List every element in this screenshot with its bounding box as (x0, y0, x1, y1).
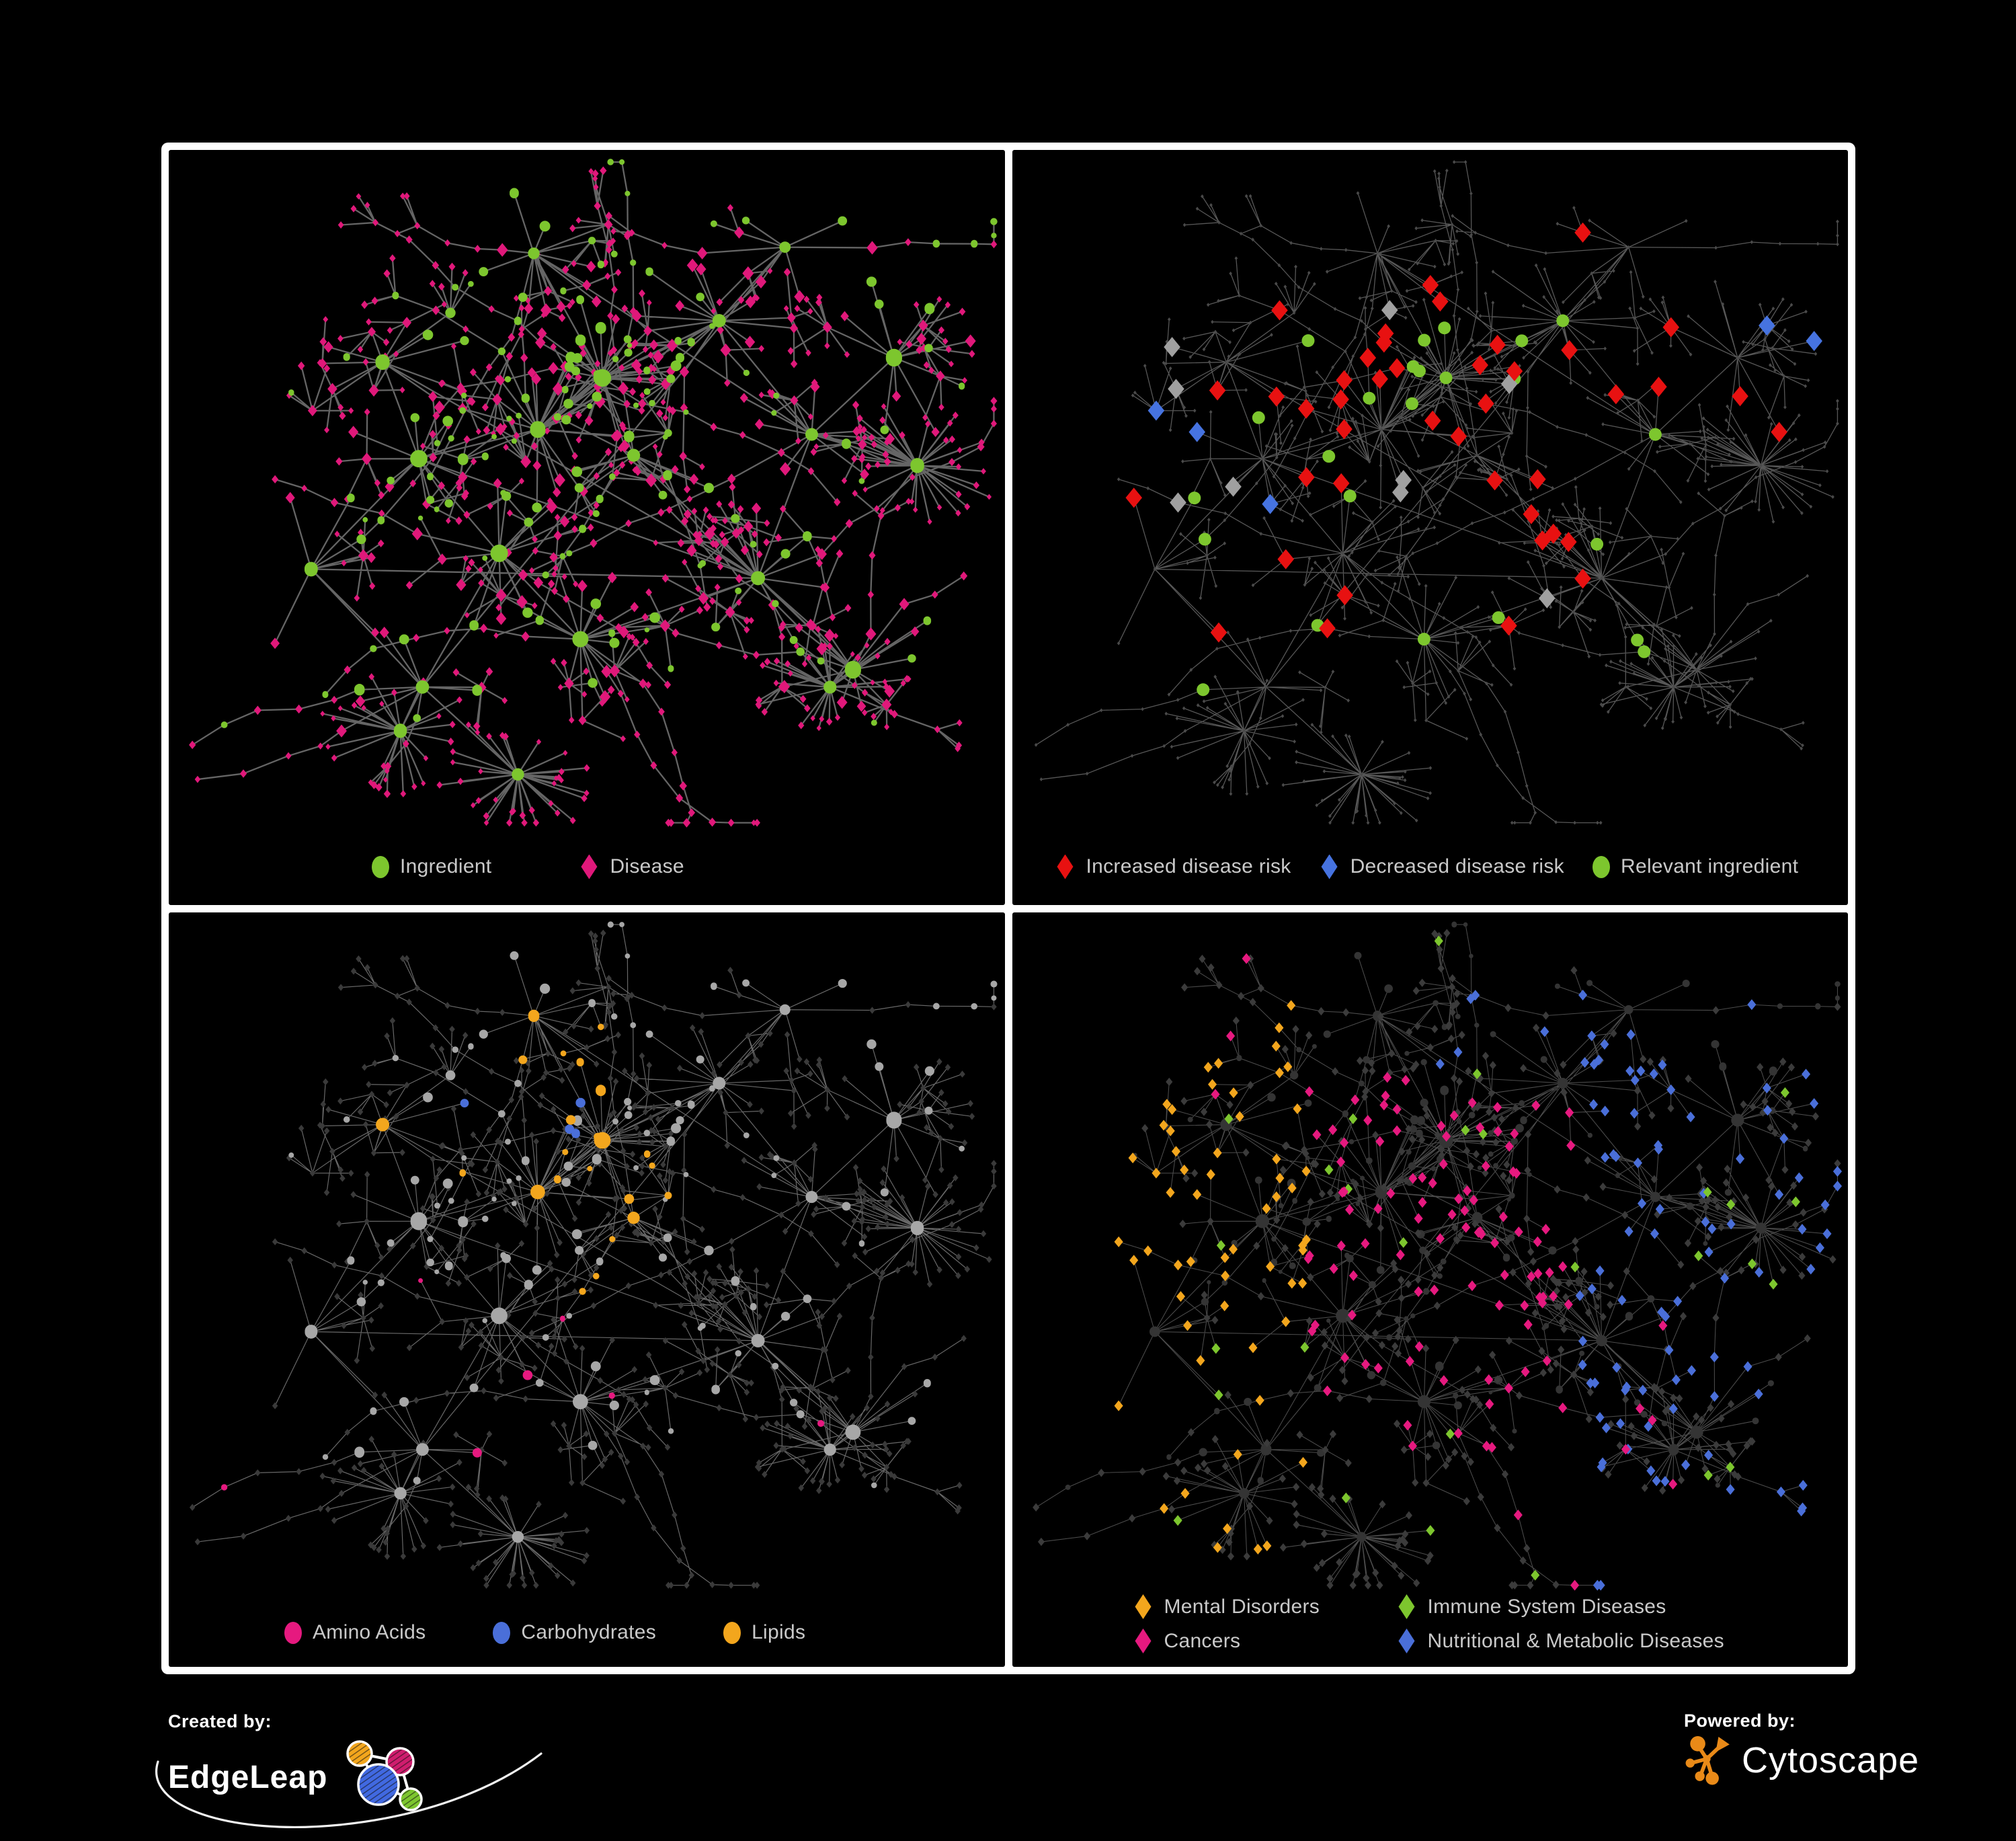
increased-risk-diamond-icon (1057, 854, 1074, 879)
legend-label: Relevant ingredient (1621, 855, 1799, 877)
legend-label: Increased disease risk (1086, 855, 1291, 877)
mental-disorders-diamond-icon (1135, 1594, 1152, 1619)
legend-label: Ingredient (400, 855, 492, 877)
edgeleap-brand-row: EdgeLeap (155, 1735, 542, 1828)
legend-item: Disease (579, 854, 684, 879)
legend-label: Disease (610, 855, 684, 877)
legend-label: Cancers (1164, 1629, 1241, 1652)
legend-item: Lipids (723, 1621, 805, 1644)
powered-by-label: Powered by: (1684, 1711, 1796, 1731)
created-by-label: Created by: (168, 1711, 272, 1731)
disease-diamond-icon (581, 854, 598, 879)
legend-label: Decreased disease risk (1350, 855, 1564, 877)
legend-item: Cancers (1133, 1629, 1397, 1653)
network-disease-risk (1034, 160, 1839, 825)
legend-disease-risk: Increased disease risk Decreased disease… (1055, 854, 1799, 879)
powered-by-block: Powered by: Cytoscape (1684, 1711, 1919, 1785)
edgeleap-swoosh (155, 1752, 542, 1828)
panel-ingredient-disease: Ingredient Disease (169, 150, 1005, 905)
cytoscape-wordmark: Cytoscape (1742, 1740, 1920, 1780)
legend-item: Relevant ingredient (1592, 855, 1798, 878)
legend-item: Nutritional & Metabolic Diseases (1397, 1629, 1724, 1653)
cancers-diamond-icon (1135, 1629, 1152, 1653)
legend-label: Lipids (752, 1621, 806, 1643)
network-disease-classes (1032, 920, 1842, 1591)
legend-label: Amino Acids (313, 1621, 426, 1643)
legend-item: Amino Acids (284, 1621, 426, 1644)
immune-diseases-diamond-icon (1398, 1594, 1415, 1619)
amino-acids-circle-icon (284, 1621, 302, 1644)
legend-item: Carbohydrates (493, 1621, 656, 1644)
legend-item: Immune System Diseases (1397, 1594, 1724, 1619)
network-nutrient-classes (189, 920, 998, 1589)
legend-item: Mental Disorders (1133, 1594, 1397, 1619)
edgeleap-wordmark: EdgeLeap (168, 1759, 328, 1795)
decreased-risk-diamond-icon (1321, 854, 1338, 879)
legend-nutrient-classes: Amino Acids Carbohydrates Lipids (284, 1621, 805, 1644)
legend-disease-classes: Mental Disorders Immune System Diseases … (1133, 1594, 1724, 1653)
cytoscape-brand-row: Cytoscape (1684, 1735, 1919, 1785)
edgeleap-node-orange (346, 1740, 374, 1767)
network-ingredient-disease (189, 159, 998, 828)
legend-label: Immune System Diseases (1427, 1595, 1666, 1618)
lipids-circle-icon (723, 1621, 741, 1644)
ingredient-circle-icon (372, 855, 389, 878)
legend-label: Mental Disorders (1164, 1595, 1320, 1618)
legend-ingredient-disease: Ingredient Disease (372, 854, 684, 879)
panel-nutrient-classes: Amino Acids Carbohydrates Lipids (169, 912, 1005, 1667)
edgeleap-node-blue (357, 1763, 401, 1806)
relevant-ingredient-circle-icon (1592, 855, 1610, 878)
panel-grid: Ingredient Disease Increased disease ris… (161, 143, 1855, 1674)
cytoscape-logo (1685, 1736, 1730, 1785)
legend-label: Nutritional & Metabolic Diseases (1427, 1629, 1724, 1652)
carbohydrates-circle-icon (493, 1621, 511, 1644)
created-by-block: Created by: EdgeLeap (155, 1711, 542, 1828)
legend-item: Ingredient (372, 855, 491, 878)
legend-item: Decreased disease risk (1320, 854, 1564, 879)
metabolic-diseases-diamond-icon (1398, 1629, 1415, 1653)
edgeleap-logo (346, 1740, 424, 1811)
edgeleap-node-magenta (385, 1747, 415, 1776)
panel-disease-classes: Mental Disorders Immune System Diseases … (1012, 912, 1848, 1667)
legend-label: Carbohydrates (521, 1621, 657, 1643)
legend-item: Increased disease risk (1055, 854, 1291, 879)
edgeleap-node-green (399, 1787, 424, 1811)
panel-disease-risk: Increased disease risk Decreased disease… (1012, 150, 1848, 905)
